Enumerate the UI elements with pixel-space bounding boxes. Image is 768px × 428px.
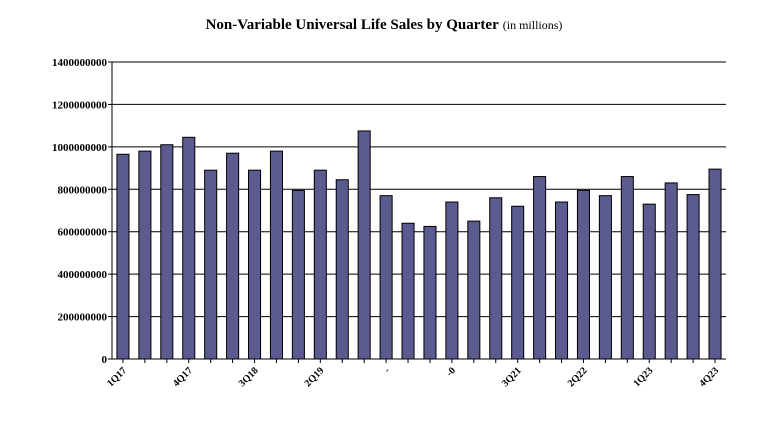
x-tick-label: 1Q23 <box>631 365 655 389</box>
x-tick-label: - <box>382 365 392 375</box>
bar-2Q17 <box>138 150 152 360</box>
chart-title: Non-Variable Universal Life Sales by Qua… <box>205 17 499 33</box>
x-tick-label: 4Q23 <box>697 365 721 389</box>
bar-1Q23 <box>642 203 656 360</box>
bar-2Q20 <box>401 222 415 360</box>
bar-2Q18 <box>226 152 240 360</box>
chart-title-block: Non-Variable Universal Life Sales by Qua… <box>0 16 768 34</box>
y-tick-label: 0 <box>102 354 108 366</box>
bar-1Q18 <box>204 169 218 360</box>
y-tick-label: 400000000 <box>58 269 108 281</box>
bar-2Q22 <box>576 189 590 360</box>
bar-3Q22 <box>598 195 612 360</box>
x-tick-label: 4Q17 <box>171 365 195 389</box>
y-tick-label: 1400000000 <box>52 57 108 69</box>
bar-4Q17 <box>182 136 196 360</box>
bar-3Q20 <box>423 225 437 360</box>
y-tick-label: 1000000000 <box>52 142 108 154</box>
y-tick-label: 1200000000 <box>52 99 108 111</box>
bar-3Q19 <box>335 179 349 360</box>
bar-4Q22 <box>620 176 634 360</box>
bar-1Q19 <box>291 189 305 360</box>
chart-subtitle: (in millions) <box>502 18 563 32</box>
bar-3Q18 <box>248 169 262 360</box>
x-tick-label: -0 <box>444 365 458 379</box>
bar-4Q18 <box>269 150 283 360</box>
bar-4Q19 <box>357 130 371 360</box>
x-tick-label: 3Q18 <box>237 365 261 389</box>
x-tick-label: 1Q17 <box>105 365 129 389</box>
bar-3Q23 <box>686 194 700 360</box>
bar-3Q21 <box>511 205 525 360</box>
x-tick-label: 2Q19 <box>303 365 327 389</box>
bar-1Q22 <box>555 201 569 360</box>
x-tick-label: 3Q21 <box>500 365 524 389</box>
bar-1Q21 <box>467 220 481 360</box>
y-tick-label: 800000000 <box>58 184 108 196</box>
bar-4Q20 <box>445 201 459 360</box>
bar-3Q17 <box>160 144 174 360</box>
bar-2Q23 <box>664 182 678 360</box>
bar-2Q21 <box>489 197 503 360</box>
bar-1Q20 <box>379 195 393 360</box>
y-tick-label: 200000000 <box>58 312 108 324</box>
x-tick-label: 2Q22 <box>566 365 590 389</box>
bar-4Q23 <box>708 168 722 360</box>
bar-4Q21 <box>533 176 547 360</box>
bar-2Q19 <box>313 169 327 360</box>
y-tick-label: 600000000 <box>58 227 108 239</box>
bar-1Q17 <box>116 153 130 360</box>
